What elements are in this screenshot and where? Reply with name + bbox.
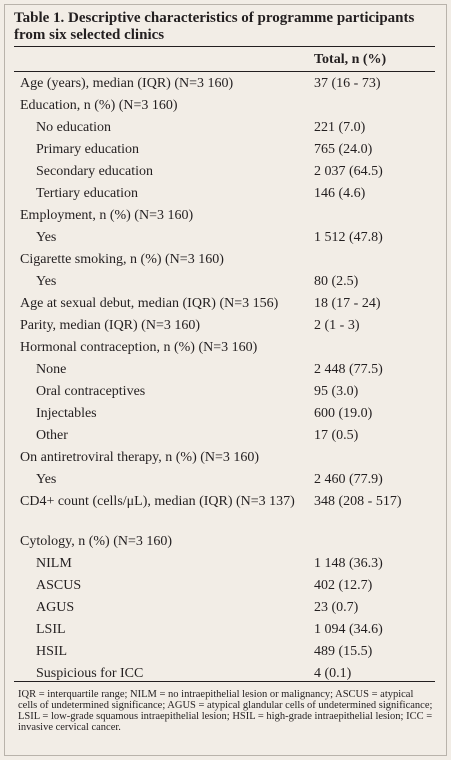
- table-row: CD4+ count (cells/μL), median (IQR) (N=3…: [14, 491, 435, 531]
- row-value: 489 (15.5): [314, 644, 373, 659]
- table-row: Oral contraceptives 95 (3.0): [14, 381, 435, 403]
- row-value: 2 448 (77.5): [314, 362, 383, 377]
- table-row: Yes 1 512 (47.8): [14, 227, 435, 249]
- row-label: HSIL: [36, 644, 68, 659]
- row-label: NILM: [36, 556, 72, 571]
- row-value: 600 (19.0): [314, 406, 373, 421]
- row-value: 765 (24.0): [314, 142, 373, 157]
- table-body: Age (years), median (IQR) (N=3 160) 37 (1…: [14, 73, 435, 685]
- table-row: Cigarette smoking, n (%) (N=3 160): [14, 249, 435, 271]
- row-value: 402 (12.7): [314, 578, 373, 593]
- table-row: No education 221 (7.0): [14, 117, 435, 139]
- row-label: Age at sexual debut, median (IQR) (N=3 1…: [20, 296, 279, 311]
- row-value: 18 (17 - 24): [314, 296, 381, 311]
- table-row: Parity, median (IQR) (N=3 160) 2 (1 - 3): [14, 315, 435, 337]
- row-label: CD4+ count (cells/μL), median (IQR) (N=3…: [20, 494, 295, 509]
- row-label: Injectables: [36, 406, 97, 421]
- title-divider: [14, 46, 435, 47]
- row-label: Yes: [36, 274, 57, 289]
- row-value: 221 (7.0): [314, 120, 366, 135]
- row-label: Tertiary education: [36, 186, 139, 201]
- row-label: AGUS: [36, 600, 75, 615]
- row-label: LSIL: [36, 622, 66, 637]
- row-label: Hormonal contraception, n (%) (N=3 160): [20, 340, 258, 355]
- column-header-total: Total, n (%): [314, 52, 387, 67]
- table-row: Yes 2 460 (77.9): [14, 469, 435, 491]
- table-row: Primary education 765 (24.0): [14, 139, 435, 161]
- row-value: 348 (208 - 517): [314, 494, 402, 509]
- table-row: Other 17 (0.5): [14, 425, 435, 447]
- row-label: Other: [36, 428, 68, 443]
- table-frame: [4, 4, 447, 756]
- table-row: On antiretroviral therapy, n (%) (N=3 16…: [14, 447, 435, 469]
- row-label: None: [36, 362, 67, 377]
- row-value: 2 037 (64.5): [314, 164, 383, 179]
- table-row: AGUS 23 (0.7): [14, 597, 435, 619]
- row-label: Yes: [36, 472, 57, 487]
- row-label: Yes: [36, 230, 57, 245]
- row-value: 4 (0.1): [314, 666, 352, 681]
- row-label: ASCUS: [36, 578, 82, 593]
- table-row: Hormonal contraception, n (%) (N=3 160): [14, 337, 435, 359]
- table-footnote: IQR = interquartile range; NILM = no int…: [18, 689, 433, 733]
- row-label: Cytology, n (%) (N=3 160): [20, 534, 173, 549]
- table-row: Yes 80 (2.5): [14, 271, 435, 293]
- row-label: On antiretroviral therapy, n (%) (N=3 16…: [20, 450, 260, 465]
- row-value: 2 460 (77.9): [314, 472, 383, 487]
- table-row: Education, n (%) (N=3 160): [14, 95, 435, 117]
- table-title: Table 1. Descriptive characteristics of …: [14, 10, 415, 43]
- row-value: 17 (0.5): [314, 428, 359, 443]
- row-value: 37 (16 - 73): [314, 76, 381, 91]
- table-row: LSIL 1 094 (34.6): [14, 619, 435, 641]
- row-label: Education, n (%) (N=3 160): [20, 98, 178, 113]
- table-bottom-rule: [14, 681, 435, 682]
- row-label: Suspicious for ICC: [36, 666, 144, 681]
- row-value: 1 148 (36.3): [314, 556, 383, 571]
- table-row: HSIL 489 (15.5): [14, 641, 435, 663]
- row-label: Oral contraceptives: [36, 384, 146, 399]
- table-row: Age at sexual debut, median (IQR) (N=3 1…: [14, 293, 435, 315]
- row-label: Parity, median (IQR) (N=3 160): [20, 318, 201, 333]
- table-row: Secondary education 2 037 (64.5): [14, 161, 435, 183]
- table-row: Tertiary education 146 (4.6): [14, 183, 435, 205]
- row-value: 146 (4.6): [314, 186, 366, 201]
- row-value: 80 (2.5): [314, 274, 359, 289]
- table-row: Suspicious for ICC 4 (0.1): [14, 663, 435, 685]
- row-label: Employment, n (%) (N=3 160): [20, 208, 194, 223]
- row-value: 95 (3.0): [314, 384, 359, 399]
- table-row: Age (years), median (IQR) (N=3 160) 37 (1…: [14, 73, 435, 95]
- row-value: 1 512 (47.8): [314, 230, 383, 245]
- row-value: 1 094 (34.6): [314, 622, 383, 637]
- table-row: NILM 1 148 (36.3): [14, 553, 435, 575]
- row-label: Cigarette smoking, n (%) (N=3 160): [20, 252, 224, 267]
- table-row: Cytology, n (%) (N=3 160): [14, 531, 435, 553]
- row-value: 23 (0.7): [314, 600, 359, 615]
- row-label: No education: [36, 120, 112, 135]
- row-value: 2 (1 - 3): [314, 318, 360, 333]
- row-label: Secondary education: [36, 164, 154, 179]
- row-label: Primary education: [36, 142, 140, 157]
- table-row: Employment, n (%) (N=3 160): [14, 205, 435, 227]
- header-divider: [14, 71, 435, 72]
- table-row: Injectables 600 (19.0): [14, 403, 435, 425]
- table-row: ASCUS 402 (12.7): [14, 575, 435, 597]
- row-label: Age (years), median (IQR) (N=3 160): [20, 76, 234, 91]
- table-row: None 2 448 (77.5): [14, 359, 435, 381]
